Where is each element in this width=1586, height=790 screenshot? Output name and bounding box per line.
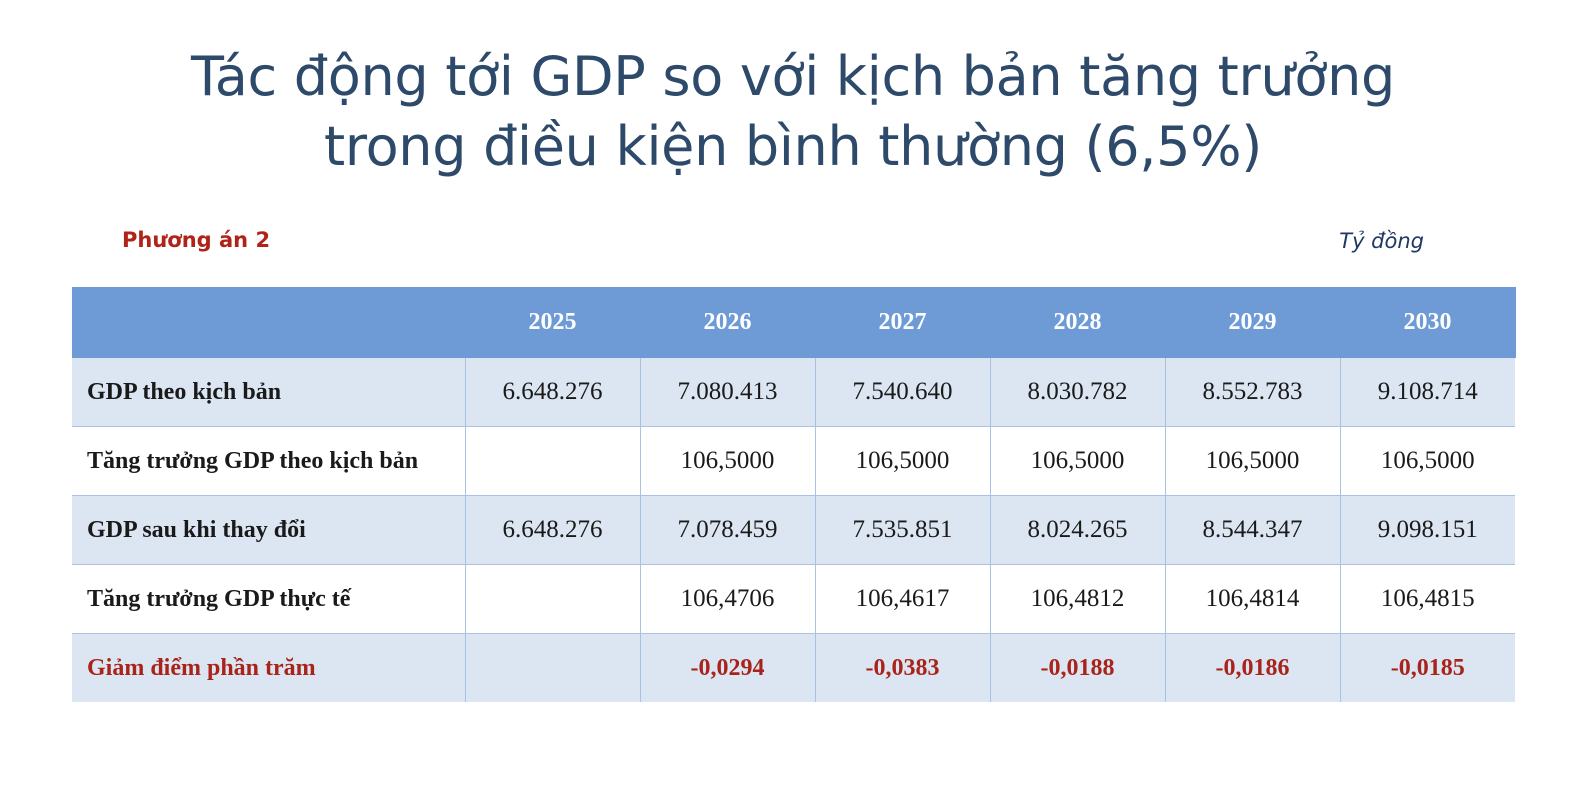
gdp-impact-table: 2025 2026 2027 2028 2029 2030 GDP theo k… — [72, 287, 1516, 702]
subheader-row: Phương án 2 Tỷ đồng — [72, 228, 1516, 262]
scenario-label: Phương án 2 — [122, 228, 271, 252]
page-title-line-2: trong điều kiện bình thường (6,5%) — [323, 115, 1263, 179]
cell-value: 106,5000 — [815, 426, 991, 496]
cell-value: 8.024.265 — [990, 495, 1166, 565]
cell-value: -0,0188 — [990, 633, 1166, 702]
cell-value: -0,0383 — [815, 633, 991, 702]
cell-value: 8.030.782 — [990, 358, 1166, 427]
cell-value: 7.080.413 — [640, 358, 816, 427]
cell-value: 106,4617 — [815, 564, 991, 634]
cell-value: 9.098.151 — [1340, 495, 1515, 565]
row-label-gdp-theo-kich-ban: GDP theo kịch bản — [72, 358, 466, 427]
gdp-impact-table-container: 2025 2026 2027 2028 2029 2030 GDP theo k… — [72, 287, 1516, 702]
cell-value — [465, 564, 641, 634]
cell-value: 9.108.714 — [1340, 358, 1515, 427]
cell-value: -0,0294 — [640, 633, 816, 702]
unit-label: Tỷ đồng — [1339, 229, 1424, 253]
table-row: GDP sau khi thay đổi 6.648.276 7.078.459… — [72, 495, 1515, 565]
cell-value: 106,5000 — [990, 426, 1166, 496]
cell-value — [465, 426, 641, 496]
table-row: Tăng trưởng GDP thực tế 106,4706 106,461… — [72, 564, 1515, 634]
table-header: 2025 2026 2027 2028 2029 2030 — [72, 287, 1516, 358]
page-title: Tác động tới GDP so với kịch bản tăng tr… — [0, 42, 1586, 182]
table-row: Giảm điểm phần trăm -0,0294 -0,0383 -0,0… — [72, 633, 1515, 702]
cell-value: 7.535.851 — [815, 495, 991, 565]
cell-value: 7.540.640 — [815, 358, 991, 427]
cell-value: 6.648.276 — [465, 495, 641, 565]
column-header-2027: 2027 — [815, 287, 991, 358]
column-header-2028: 2028 — [990, 287, 1166, 358]
cell-value: 106,5000 — [640, 426, 816, 496]
cell-value: 106,4814 — [1165, 564, 1341, 634]
cell-value: 106,4815 — [1340, 564, 1515, 634]
column-header-label — [72, 287, 466, 358]
cell-value: 106,5000 — [1165, 426, 1341, 496]
table-row: GDP theo kịch bản 6.648.276 7.080.413 7.… — [72, 358, 1515, 427]
column-header-2026: 2026 — [640, 287, 816, 358]
row-label-tang-truong-gdp-thuc-te: Tăng trưởng GDP thực tế — [72, 564, 466, 634]
cell-value: 106,5000 — [1340, 426, 1515, 496]
column-header-2030: 2030 — [1340, 287, 1516, 358]
cell-value: 8.552.783 — [1165, 358, 1341, 427]
row-label-tang-truong-gdp-theo-kich-ban: Tăng trưởng GDP theo kịch bản — [72, 426, 466, 496]
cell-value: 7.078.459 — [640, 495, 816, 565]
cell-value: 106,4706 — [640, 564, 816, 634]
column-header-2029: 2029 — [1165, 287, 1341, 358]
page-title-line-1: Tác động tới GDP so với kịch bản tăng tr… — [191, 45, 1395, 108]
cell-value: -0,0185 — [1340, 633, 1515, 702]
table-row: Tăng trưởng GDP theo kịch bản 106,5000 1… — [72, 426, 1515, 496]
cell-value — [465, 633, 641, 702]
cell-value: 106,4812 — [990, 564, 1166, 634]
cell-value: 8.544.347 — [1165, 495, 1341, 565]
cell-value: 6.648.276 — [465, 358, 641, 427]
table-body: GDP theo kịch bản 6.648.276 7.080.413 7.… — [72, 358, 1515, 702]
cell-value: -0,0186 — [1165, 633, 1341, 702]
row-label-gdp-sau-khi-thay-doi: GDP sau khi thay đổi — [72, 495, 466, 565]
table-header-row: 2025 2026 2027 2028 2029 2030 — [72, 287, 1516, 358]
column-header-2025: 2025 — [465, 287, 641, 358]
row-label-giam-diem-phan-tram: Giảm điểm phần trăm — [72, 633, 466, 702]
